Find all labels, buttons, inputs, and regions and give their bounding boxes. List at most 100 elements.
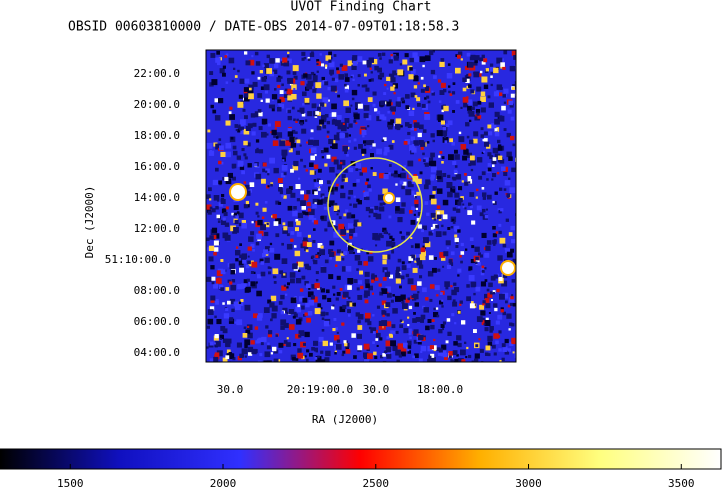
noise-pixel — [357, 345, 363, 351]
noise-pixel — [298, 330, 305, 336]
noise-pixel — [265, 246, 270, 251]
noise-pixel — [297, 352, 304, 359]
noise-pixel — [364, 84, 368, 88]
noise-pixel — [269, 157, 275, 164]
noise-pixel — [317, 106, 321, 111]
noise-pixel — [432, 191, 436, 195]
noise-pixel — [395, 101, 401, 107]
noise-pixel — [512, 258, 516, 264]
noise-pixel — [423, 84, 426, 88]
noise-pixel — [288, 148, 293, 153]
noise-pixel — [333, 159, 339, 165]
noise-pixel — [325, 350, 331, 357]
noise-pixel — [399, 208, 405, 214]
noise-pixel — [244, 344, 248, 349]
noise-pixel — [474, 358, 479, 362]
noise-pixel — [336, 183, 339, 187]
noise-pixel — [413, 293, 419, 300]
noise-pixel — [273, 135, 276, 138]
noise-pixel — [476, 316, 483, 322]
noise-pixel — [392, 70, 398, 76]
noise-pixel — [410, 126, 414, 131]
noise-pixel — [311, 255, 315, 259]
noise-pixel — [271, 215, 274, 218]
noise-pixel — [478, 252, 481, 256]
noise-pixel — [211, 227, 218, 233]
noise-pixel — [382, 254, 388, 260]
noise-pixel — [479, 57, 484, 62]
noise-pixel — [478, 175, 483, 180]
y-tick-label: 04:00.0 — [134, 346, 180, 359]
noise-pixel — [302, 211, 306, 215]
noise-pixel — [280, 76, 283, 79]
noise-pixel — [299, 296, 305, 302]
noise-pixel — [209, 198, 212, 201]
noise-pixel — [484, 267, 487, 270]
noise-pixel — [503, 50, 508, 55]
noise-pixel — [343, 340, 347, 344]
noise-pixel — [417, 103, 421, 107]
noise-pixel — [372, 331, 376, 334]
noise-pixel — [373, 351, 377, 356]
noise-pixel — [419, 275, 423, 279]
noise-pixel — [414, 302, 419, 307]
noise-pixel — [307, 58, 311, 61]
noise-pixel — [436, 205, 441, 209]
noise-pixel — [244, 95, 250, 102]
noise-pixel — [313, 179, 317, 182]
noise-pixel — [482, 300, 486, 304]
noise-pixel — [292, 210, 298, 217]
noise-pixel — [491, 299, 493, 301]
noise-pixel — [444, 140, 448, 144]
noise-pixel — [315, 279, 319, 282]
noise-pixel — [482, 208, 486, 213]
noise-pixel — [237, 129, 241, 133]
noise-pixel — [418, 334, 424, 341]
noise-pixel — [468, 163, 472, 167]
noise-pixel — [306, 242, 312, 247]
noise-pixel — [364, 144, 367, 146]
noise-pixel — [511, 279, 516, 283]
noise-pixel — [341, 257, 345, 261]
noise-pixel — [287, 205, 293, 211]
noise-pixel — [451, 142, 455, 146]
noise-pixel — [410, 136, 415, 141]
noise-pixel — [337, 209, 340, 213]
noise-pixel — [462, 205, 465, 208]
noise-pixel — [240, 130, 245, 135]
noise-pixel — [250, 113, 256, 118]
noise-pixel — [421, 337, 426, 341]
noise-pixel — [326, 120, 331, 125]
noise-pixel — [303, 342, 306, 346]
noise-pixel — [294, 250, 301, 257]
noise-pixel — [266, 360, 272, 362]
noise-pixel — [492, 157, 497, 161]
noise-pixel — [288, 186, 293, 190]
noise-pixel — [502, 273, 508, 279]
noise-pixel — [261, 118, 268, 125]
noise-pixel — [481, 320, 487, 326]
noise-pixel — [379, 77, 382, 80]
noise-pixel — [395, 123, 401, 130]
noise-pixel — [245, 264, 250, 269]
noise-pixel — [407, 324, 410, 327]
noise-pixel — [220, 269, 226, 275]
noise-pixel — [299, 107, 305, 113]
noise-pixel — [264, 257, 270, 263]
noise-pixel — [405, 298, 410, 303]
noise-pixel — [329, 69, 334, 75]
noise-pixel — [327, 99, 330, 102]
noise-pixel — [224, 55, 228, 58]
noise-pixel — [270, 352, 273, 355]
noise-pixel — [475, 344, 479, 348]
noise-pixel — [283, 226, 288, 231]
noise-pixel — [270, 131, 273, 134]
noise-pixel — [258, 112, 263, 117]
noise-pixel — [345, 296, 348, 299]
noise-pixel — [220, 198, 225, 202]
noise-pixel — [238, 260, 244, 266]
noise-pixel — [269, 266, 272, 269]
noise-pixel — [405, 105, 410, 110]
colorbar-tick-label: 2500 — [363, 477, 390, 489]
noise-pixel — [367, 321, 372, 326]
